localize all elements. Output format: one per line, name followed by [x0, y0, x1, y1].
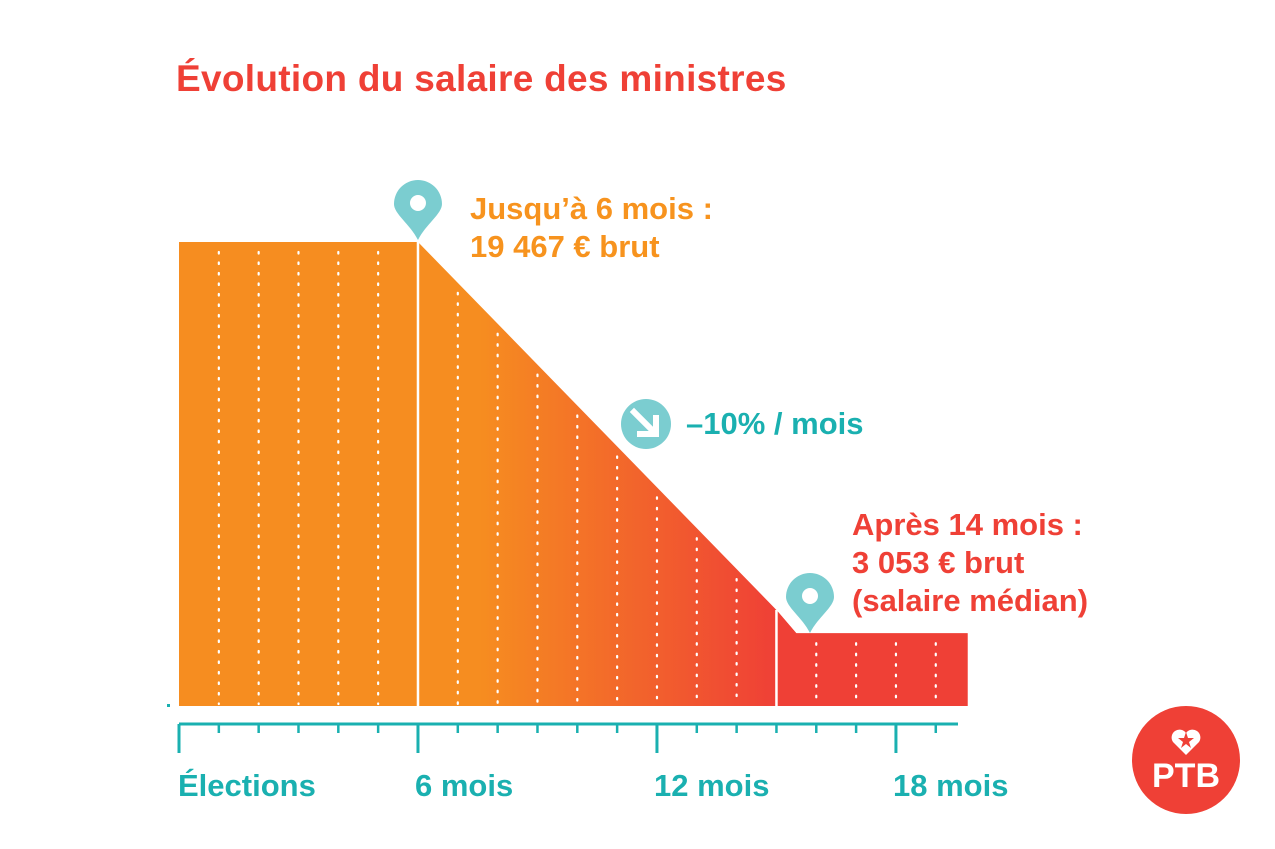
annotation-first-amount: 19 467 €: [470, 229, 591, 264]
chart-title: Évolution du salaire des ministres: [176, 58, 787, 99]
salary-area-final: [776, 609, 968, 706]
x-tick-label: 6 mois: [415, 768, 514, 803]
map-pin-icon: [786, 573, 834, 633]
arrow-glyph: [629, 407, 659, 437]
annotation-last-unit: brut: [955, 545, 1025, 580]
x-tick-label: 18 mois: [893, 768, 1009, 803]
annotation-last-amount: 3 053 €: [852, 545, 956, 580]
x-tick-label: Élections: [178, 768, 316, 803]
annotation-last-label: Après 14 mois :: [852, 507, 1083, 542]
pin-hole: [409, 195, 426, 211]
pin-hole: [802, 588, 818, 604]
map-pin-icon: [393, 180, 442, 240]
annotation-first-label: Jusqu’à 6 mois :: [470, 191, 713, 226]
salary-area: [179, 242, 968, 706]
annotation-first-period: Jusqu’à 6 mois : 19 467 € brut: [470, 190, 713, 266]
arrow-down-right-icon: [621, 399, 671, 449]
annotation-decline: –10% / mois: [686, 406, 864, 441]
axis-origin-dot: [167, 704, 170, 707]
annotation-last-period: Après 14 mois : 3 053 € brut (salaire mé…: [852, 506, 1088, 620]
annotation-first-unit: brut: [590, 229, 660, 264]
x-tick-label: 12 mois: [654, 768, 770, 803]
annotation-last-note: (salaire médian): [852, 583, 1089, 618]
